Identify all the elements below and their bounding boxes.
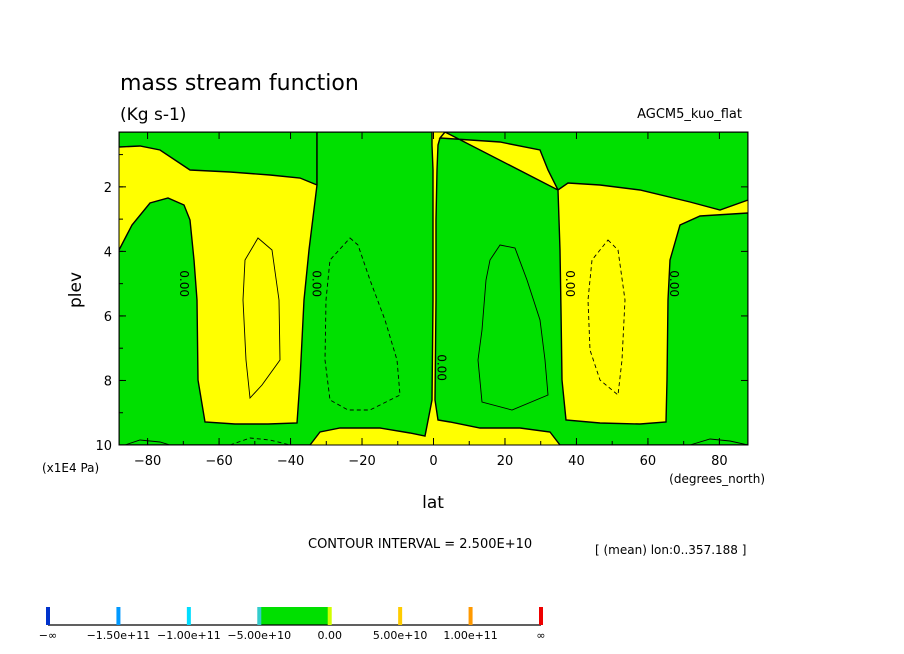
y-tick-label: 4 [104, 245, 112, 260]
model-label: AGCM5_kuo_flat [637, 107, 742, 122]
colorbar-label: ∞ [536, 629, 545, 642]
colorbar-label: 1.00e+11 [443, 629, 497, 642]
x-axis: −80 −60 −40 −20 0 20 40 60 80 [134, 132, 728, 469]
zero-contour-label: 0.00 [667, 270, 681, 297]
x-tick-label: 60 [640, 454, 657, 469]
colorbar-label: −1.50e+11 [87, 629, 151, 642]
plot-area: 0.00 0.00 0.00 0.00 0.00 [119, 132, 748, 445]
colorbar-label: −5.00e+10 [227, 629, 291, 642]
y-axis-units: (x1E4 Pa) [42, 461, 99, 475]
chart-title: mass stream function [120, 71, 359, 96]
zero-contour-label: 0.00 [309, 270, 323, 297]
contour-interval-text: CONTOUR INTERVAL = 2.500E+10 [308, 537, 532, 552]
zero-contour-label: 0.00 [177, 270, 191, 297]
colorbar-tick [468, 607, 473, 625]
colorbar-filled-band [259, 607, 330, 625]
colorbar-tick [539, 607, 543, 625]
contour-positive-northern [477, 244, 549, 411]
contour-negative-bottom-left [229, 437, 291, 445]
colorbar-tick [116, 607, 121, 625]
colorbar-tick [186, 607, 191, 625]
y-axis: 2 4 6 8 10 [95, 154, 748, 454]
y-axis-label: plev [66, 272, 86, 308]
contour-positive-southern [242, 237, 281, 400]
colorbar-tick [398, 607, 403, 625]
chart-units: (Kg s-1) [120, 105, 186, 125]
y-tick-label: 6 [104, 310, 112, 325]
x-tick-label: 40 [568, 454, 585, 469]
colorbar: −∞ −1.50e+11 −1.00e+11 −5.00e+10 0.00 5.00e+1… [39, 607, 546, 642]
colorbar-label: 5.00e+10 [373, 629, 427, 642]
y-tick-label: 10 [95, 439, 112, 454]
contour-bottom-small-left [124, 439, 171, 445]
colorbar-tick [257, 607, 262, 625]
contour-negative-bottom-right [689, 438, 748, 445]
x-tick-label: 0 [429, 454, 437, 469]
zero-line-labels: 0.00 0.00 0.00 0.00 0.00 [177, 270, 681, 381]
x-tick-label: −20 [348, 454, 375, 469]
colorbar-label: −∞ [39, 629, 57, 642]
zero-contour-label: 0.00 [563, 270, 577, 297]
x-tick-label: 20 [497, 454, 514, 469]
y-tick-label: 8 [104, 374, 112, 389]
contour-negative-northern [587, 239, 626, 396]
colorbar-tick [46, 607, 50, 625]
x-tick-label: 80 [711, 454, 728, 469]
x-tick-label: −40 [277, 454, 304, 469]
colorbar-tick [327, 607, 332, 625]
mean-text: [ (mean) lon:0..357.188 ] [595, 543, 746, 557]
negative-region-southern-cell [119, 132, 434, 445]
x-axis-units: (degrees_north) [669, 472, 765, 486]
zero-contour-label: 0.00 [435, 354, 449, 381]
negative-region-northern-cell [434, 132, 748, 445]
x-axis-label: lat [422, 493, 444, 513]
contour-negative-southern [324, 237, 401, 411]
x-tick-label: −60 [205, 454, 232, 469]
colorbar-label: 0.00 [317, 629, 342, 642]
x-tick-label: −80 [134, 454, 161, 469]
colorbar-label: −1.00e+11 [157, 629, 221, 642]
y-tick-label: 2 [104, 181, 112, 196]
